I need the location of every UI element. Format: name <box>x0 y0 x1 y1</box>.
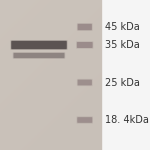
FancyBboxPatch shape <box>76 41 93 49</box>
Text: 45 kDa: 45 kDa <box>105 22 140 32</box>
FancyBboxPatch shape <box>76 116 93 124</box>
Bar <box>0 0 102 150</box>
Bar <box>102 0 150 150</box>
FancyBboxPatch shape <box>77 117 92 123</box>
FancyBboxPatch shape <box>11 41 67 49</box>
FancyBboxPatch shape <box>77 23 93 31</box>
Text: 18. 4kDa: 18. 4kDa <box>105 115 149 125</box>
Text: 35 kDa: 35 kDa <box>105 40 140 50</box>
Text: 25 kDa: 25 kDa <box>105 78 140 87</box>
FancyBboxPatch shape <box>77 79 93 86</box>
FancyBboxPatch shape <box>78 24 92 30</box>
FancyBboxPatch shape <box>11 40 68 50</box>
FancyBboxPatch shape <box>14 53 64 58</box>
FancyBboxPatch shape <box>78 80 92 85</box>
FancyBboxPatch shape <box>13 52 65 59</box>
FancyBboxPatch shape <box>77 42 93 48</box>
